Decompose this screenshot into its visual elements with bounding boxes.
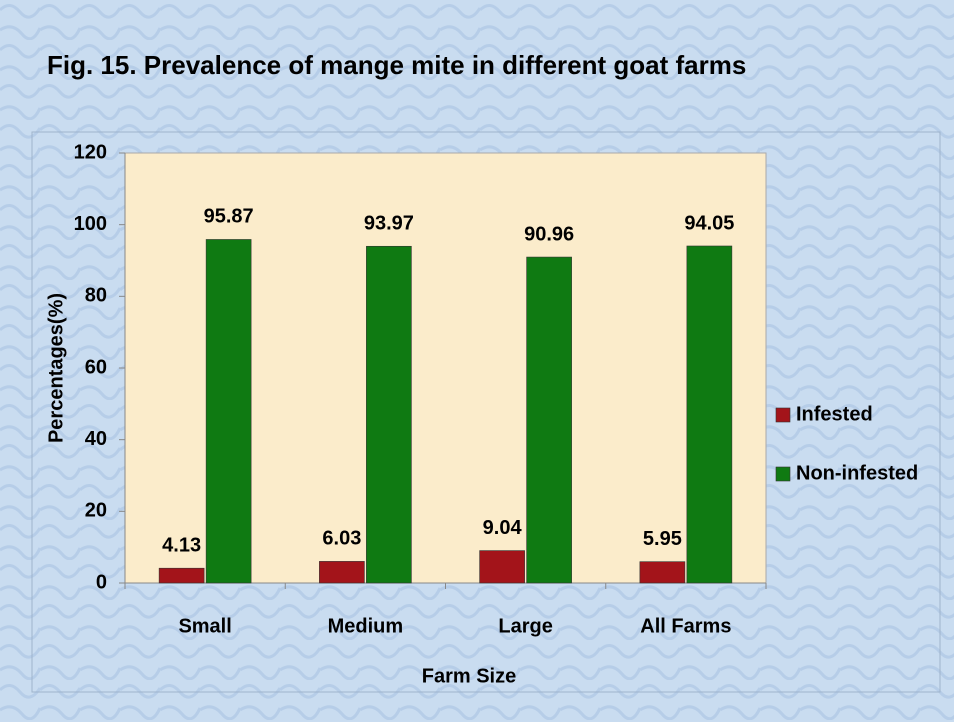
data-label: 4.13 (162, 534, 201, 556)
data-label: 95.87 (204, 206, 254, 228)
y-axis-label: Percentages(%) (45, 293, 67, 443)
legend-label: Infested (796, 403, 873, 425)
x-axis-label: Farm Size (422, 665, 516, 687)
bar (319, 561, 365, 584)
bar (639, 561, 686, 584)
chart-frame (31, 131, 941, 693)
x-tick-label: Medium (328, 615, 404, 637)
data-label: 5.95 (643, 528, 682, 550)
bar (205, 239, 252, 584)
bar (526, 256, 572, 584)
bar (158, 567, 205, 584)
data-label: 94.05 (684, 212, 734, 234)
x-tick-label: All Farms (640, 615, 731, 637)
bar (686, 245, 733, 584)
y-tick-label: 20 (85, 500, 107, 522)
y-tick-label: 40 (85, 428, 107, 450)
y-tick-label: 0 (96, 571, 107, 593)
data-label: 90.96 (524, 223, 574, 245)
legend-swatch (775, 407, 791, 423)
data-label: 93.97 (364, 213, 414, 235)
bar (366, 245, 412, 584)
x-tick-label: Small (178, 615, 231, 637)
y-tick-label: 80 (85, 285, 107, 307)
legend-swatch (775, 466, 791, 482)
legend-label: Non-infested (796, 462, 918, 484)
chart-title: Fig. 15. Prevalence of mange mite in dif… (47, 50, 746, 80)
y-tick-label: 120 (74, 141, 107, 163)
bar (479, 550, 525, 584)
x-tick-label: Large (498, 615, 552, 637)
y-tick-label: 100 (74, 213, 107, 235)
data-label: 9.04 (483, 517, 523, 539)
data-label: 6.03 (322, 528, 361, 550)
y-tick-label: 60 (85, 356, 107, 378)
